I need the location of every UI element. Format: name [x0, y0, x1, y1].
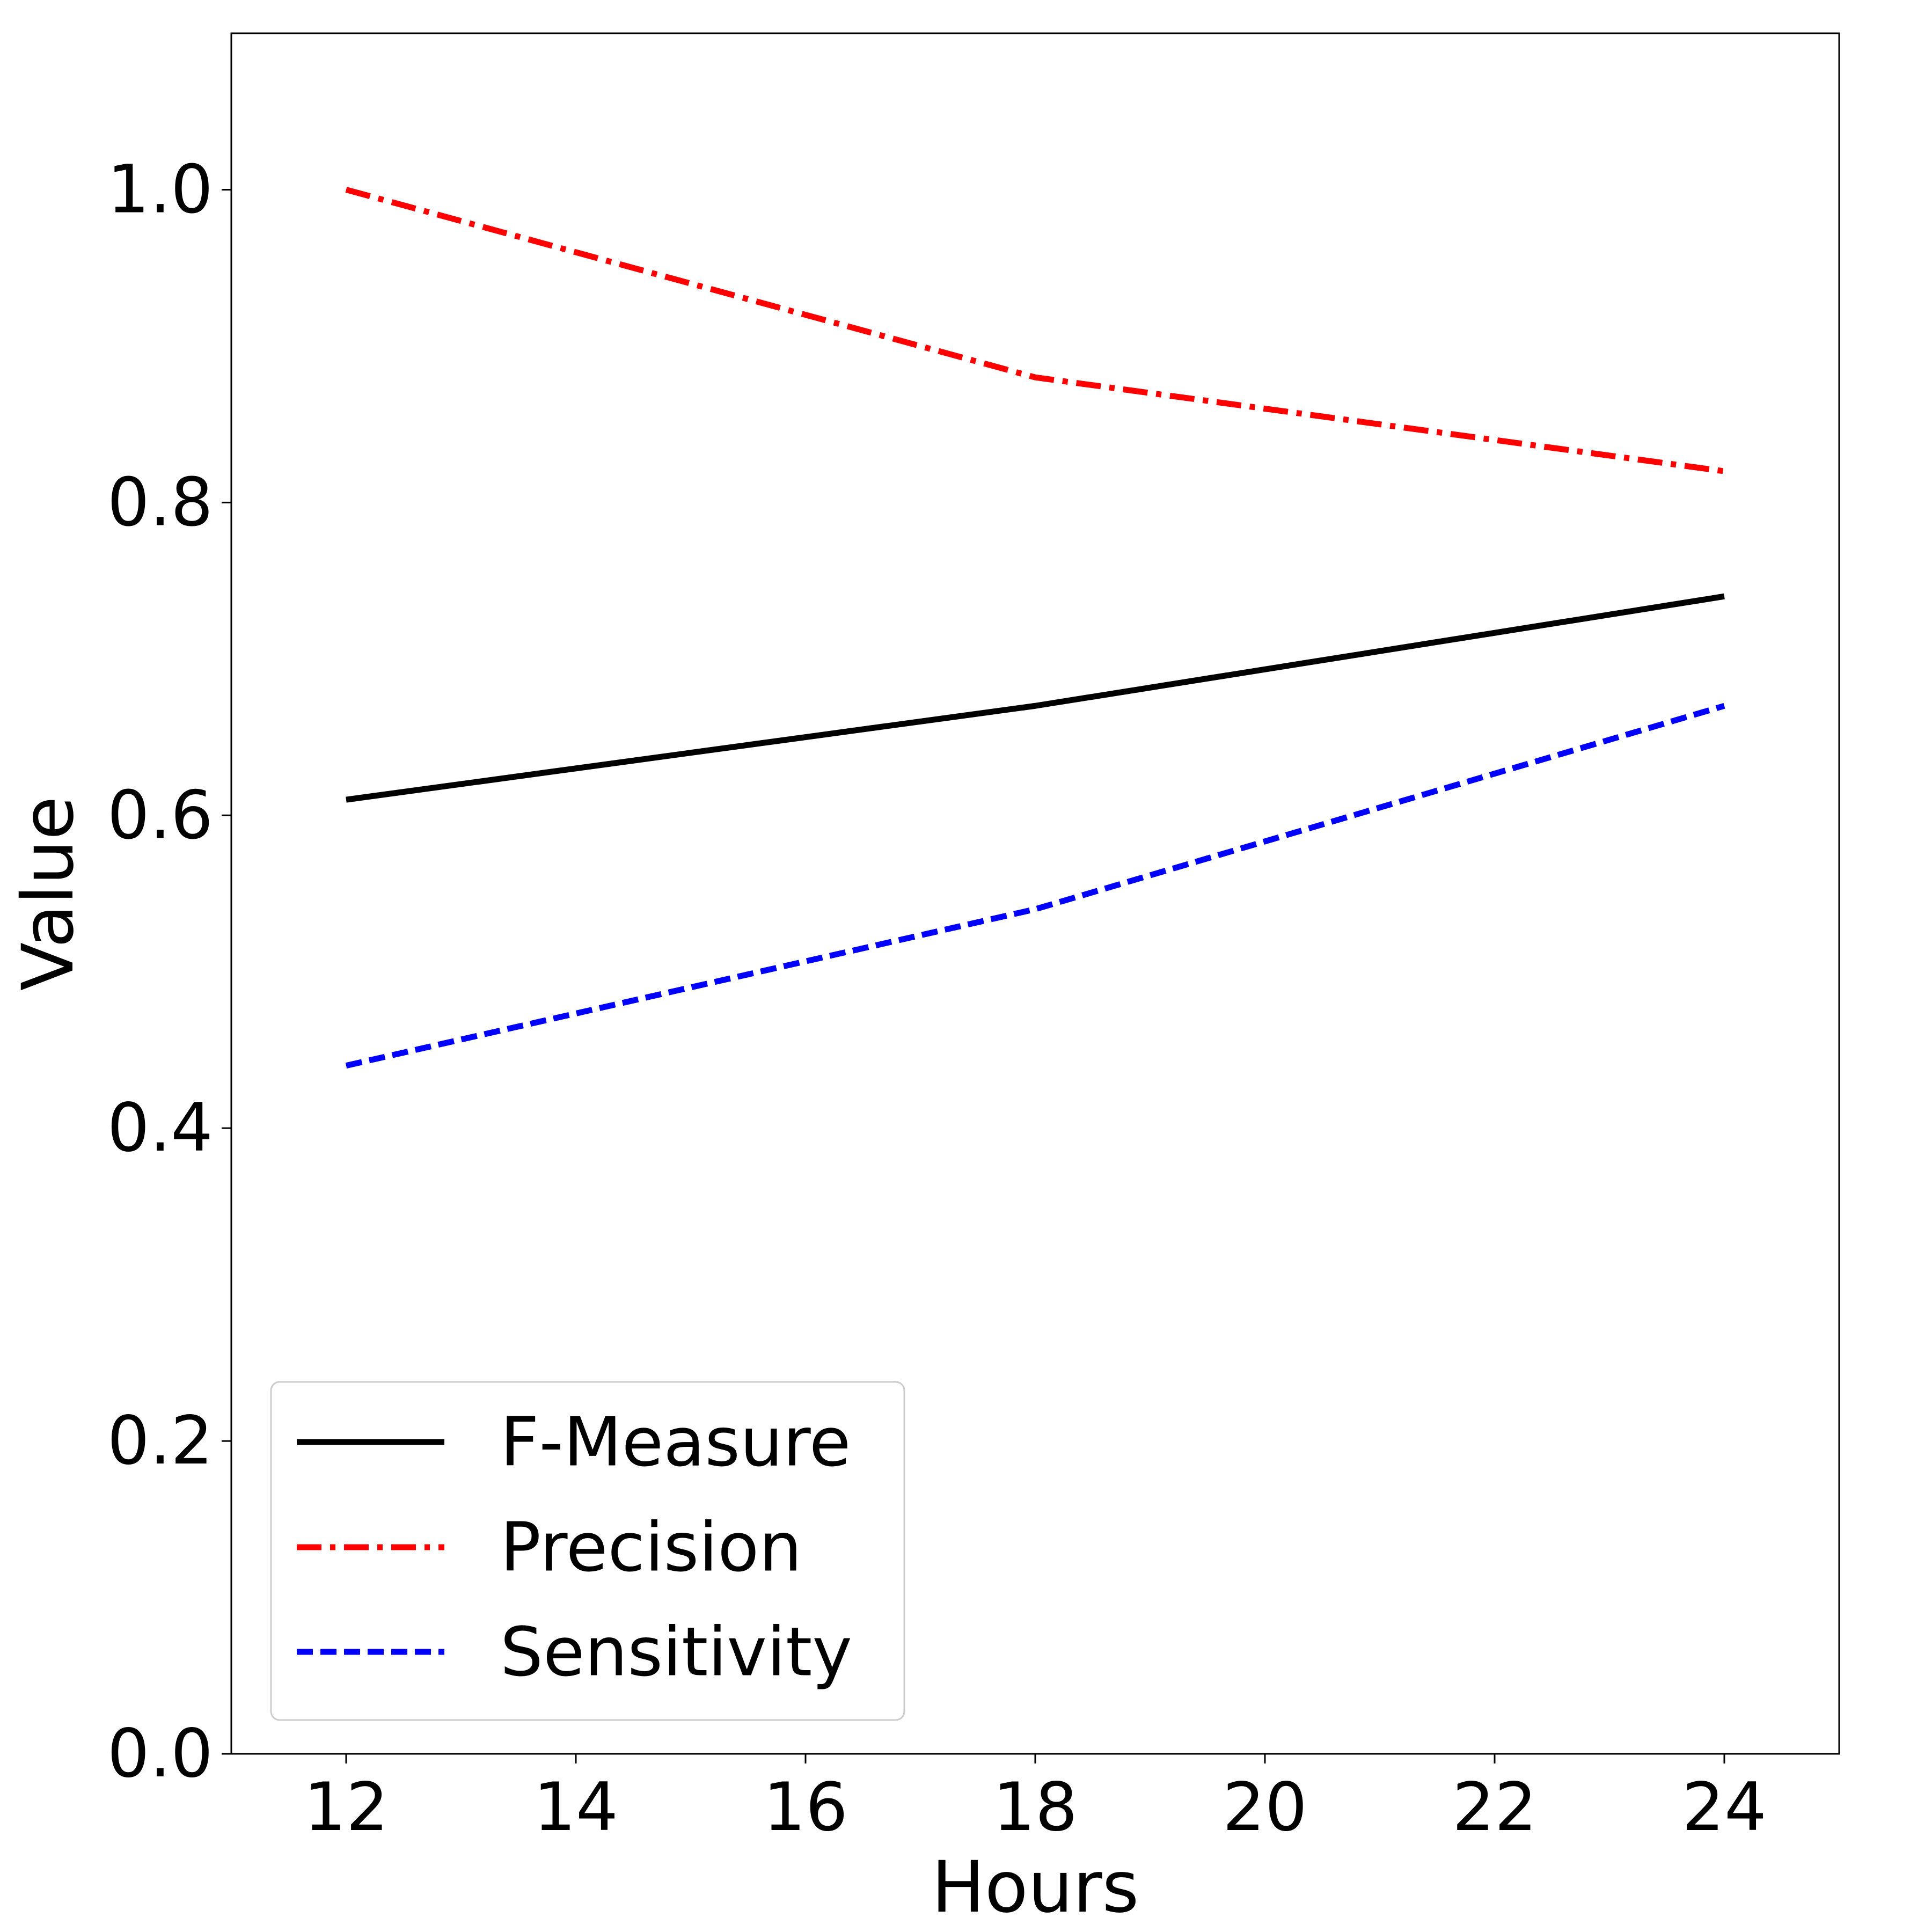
- legend-box: [270, 1381, 905, 1721]
- y-axis: 0.0 0.2 0.4 0.6 0.8 1.0: [107, 151, 231, 1792]
- series-layer: [345, 187, 1725, 1069]
- x-tick-label: 18: [993, 1769, 1078, 1846]
- y-tick-label: 0.6: [107, 777, 213, 854]
- legend-label-f-measure: F-Measure: [500, 1403, 851, 1482]
- y-tick-label: 0.8: [107, 464, 213, 541]
- y-tick-label: 0.4: [107, 1089, 213, 1167]
- y-tick-label: 1.0: [107, 151, 213, 228]
- legend-label-precision: Precision: [500, 1508, 802, 1587]
- x-tick-label: 24: [1682, 1769, 1767, 1846]
- y-tick-label: 0.2: [107, 1402, 213, 1480]
- series-line-precision: [345, 187, 1725, 474]
- x-tick-label: 22: [1452, 1769, 1537, 1846]
- legend: F-Measure Precision Sensitivity: [270, 1381, 905, 1721]
- x-tick-label: 12: [304, 1769, 389, 1846]
- series-line-f-measure: [346, 593, 1725, 803]
- x-tick-label: 16: [763, 1769, 848, 1846]
- y-tick-label: 0.0: [107, 1715, 213, 1792]
- legend-items: F-Measure Precision Sensitivity: [297, 1403, 852, 1692]
- y-axis-label: Value: [7, 796, 90, 991]
- x-axis-label: Hours: [932, 1846, 1139, 1929]
- series-line-sensitivity: [345, 702, 1725, 1069]
- legend-label-sensitivity: Sensitivity: [500, 1613, 852, 1692]
- x-tick-label: 20: [1223, 1769, 1307, 1846]
- x-axis: 12 14 16 18 20 22 24: [304, 1754, 1767, 1846]
- x-tick-label: 14: [533, 1769, 618, 1846]
